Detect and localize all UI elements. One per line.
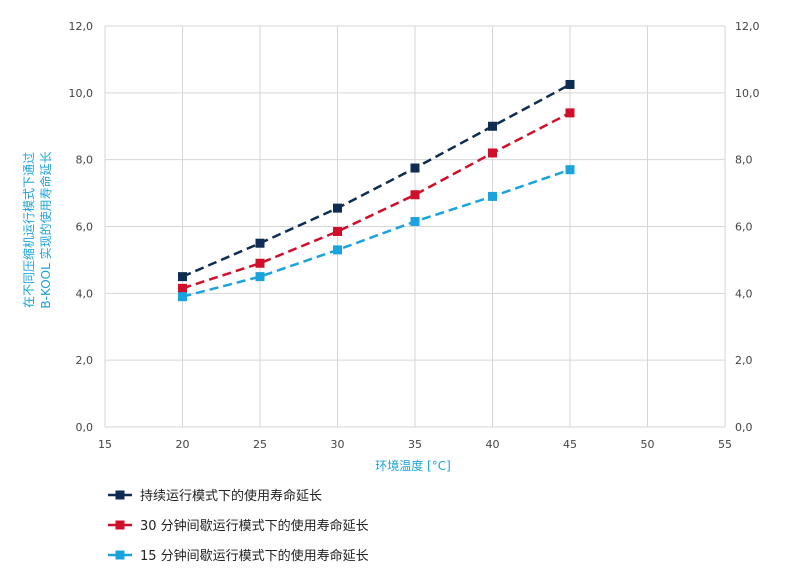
data-point-marker — [255, 272, 265, 282]
data-point-marker — [410, 216, 420, 226]
legend-item-1: 持续运行模式下的使用寿命延长 — [108, 488, 322, 504]
y-axis-title-line-2: B-KOOL 实现的使用寿命延长 — [38, 151, 53, 308]
x-tick-label: 55 — [718, 438, 732, 451]
data-point-marker — [333, 245, 342, 255]
right-y-tick-label: 8,0 — [735, 154, 753, 167]
left-y-tick-label: 4,0 — [76, 287, 94, 300]
data-point-marker — [178, 272, 187, 282]
data-point-marker — [488, 148, 497, 158]
data-point-marker — [410, 190, 420, 200]
x-tick-label: 15 — [98, 438, 112, 451]
x-axis-title: 环境温度 [°C] — [375, 458, 451, 473]
legend-item-2: 30 分钟间歇运行模式下的使用寿命延长 — [108, 518, 369, 534]
left-y-tick-labels: 0,0 2,0 4,0 6,0 8,0 10,0 12,0 — [69, 20, 94, 434]
data-point-marker — [333, 227, 342, 237]
data-point-marker — [333, 203, 342, 213]
grid-lines — [104, 25, 726, 428]
legend-label: 30 分钟间歇运行模式下的使用寿命延长 — [140, 518, 369, 534]
data-point-marker — [488, 191, 497, 201]
data-point-marker — [488, 121, 497, 131]
x-tick-labels: 15 20 25 30 35 40 45 50 55 — [98, 438, 732, 451]
left-y-tick-label: 0,0 — [76, 421, 94, 434]
y-axis-title-line-1: 在不同压缩机运行模式下通过 — [21, 152, 36, 308]
series-3 — [178, 165, 575, 302]
left-y-tick-label: 12,0 — [69, 20, 94, 33]
data-point-marker — [565, 108, 575, 118]
x-tick-label: 45 — [563, 438, 577, 451]
legend-marker — [115, 490, 125, 500]
x-tick-label: 25 — [253, 438, 267, 451]
data-point-marker — [565, 165, 575, 175]
left-y-tick-label: 6,0 — [76, 221, 94, 234]
series-line — [182, 83, 571, 278]
x-tick-label: 50 — [641, 438, 655, 451]
series-1 — [178, 79, 575, 282]
legend-item-3: 15 分钟间歇运行模式下的使用寿命延长 — [108, 548, 369, 564]
legend-label: 15 分钟间歇运行模式下的使用寿命延长 — [140, 548, 369, 564]
left-y-tick-label: 10,0 — [69, 87, 94, 100]
x-tick-label: 30 — [331, 438, 345, 451]
right-y-tick-labels: 0,0 2,0 4,0 6,0 8,0 10,0 12,0 — [735, 20, 760, 434]
x-tick-label: 35 — [408, 438, 422, 451]
data-point-marker — [565, 79, 575, 89]
series-2 — [178, 108, 575, 293]
left-y-tick-label: 8,0 — [76, 154, 94, 167]
right-y-tick-label: 12,0 — [735, 20, 760, 33]
x-tick-label: 40 — [486, 438, 500, 451]
right-y-tick-label: 2,0 — [735, 354, 753, 367]
left-y-tick-label: 2,0 — [76, 354, 94, 367]
series-line — [182, 168, 571, 298]
y-axis-title: 在不同压缩机运行模式下通过 B-KOOL 实现的使用寿命延长 — [21, 151, 53, 308]
right-y-tick-label: 6,0 — [735, 221, 753, 234]
data-point-marker — [255, 258, 265, 268]
x-tick-label: 20 — [176, 438, 190, 451]
legend-label: 持续运行模式下的使用寿命延长 — [140, 488, 322, 504]
right-y-tick-label: 10,0 — [735, 87, 760, 100]
series-layer — [178, 79, 575, 302]
data-point-marker — [255, 238, 265, 248]
legend: 持续运行模式下的使用寿命延长 30 分钟间歇运行模式下的使用寿命延长 15 分钟间歇… — [108, 488, 369, 564]
data-point-marker — [178, 283, 187, 293]
legend-marker — [115, 520, 125, 530]
right-y-tick-label: 0,0 — [735, 421, 753, 434]
data-point-marker — [178, 292, 187, 302]
right-y-tick-label: 4,0 — [735, 287, 753, 300]
data-point-marker — [410, 163, 420, 173]
legend-marker — [115, 550, 125, 560]
series-line — [182, 111, 571, 290]
